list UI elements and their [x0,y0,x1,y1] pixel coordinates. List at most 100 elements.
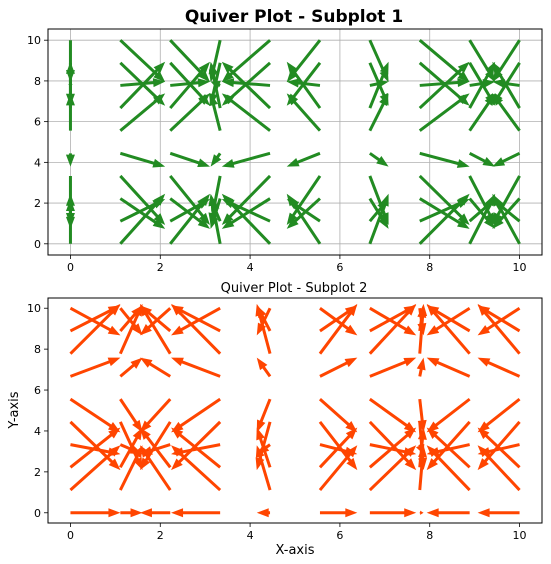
subplot-1-frame [47,28,543,256]
quiver-arrow [221,197,271,229]
quiver-arrow [319,307,358,336]
quiver-arrow [426,303,471,355]
quiver-arrow [119,197,166,229]
quiver-arrow [69,357,121,378]
y-tick-label: 8 [34,75,41,88]
x-tick-label: 8 [426,261,433,274]
quiver-arrow [286,39,322,83]
quiver-arrow [256,307,272,336]
quiver-arrow [477,306,521,336]
quiver-arrow [171,443,221,457]
quiver-arrow [169,61,211,106]
subplot-1: Quiver Plot - Subplot 1 0 2 4 6 8 10 0 2 4 6 8 10 [27,7,543,274]
x-tick-label: 0 [67,529,74,542]
quiver-arrow [369,306,417,336]
quiver-arrow [208,62,222,106]
quiver-arrow [119,39,166,83]
quiver-arrow [120,508,143,518]
quiver-arrow [318,420,358,471]
quiver-arrow [368,420,417,471]
quiver-arrow [318,398,358,433]
quiver-arrow [208,39,222,83]
quiver-arrow [426,305,471,333]
quiver-arrow [468,151,496,167]
quiver-arrow [286,197,321,229]
quiver-arrow [477,420,521,471]
quiver-arrow [221,151,271,168]
quiver-arrow [69,420,121,471]
quiver-arrow [426,397,471,433]
quiver-arrow [139,357,172,378]
y-tick-label: 10 [27,302,41,315]
quiver-arrow [69,305,121,333]
quiver-arrow [221,174,272,226]
quiver-arrow [139,303,172,355]
quiver-arrow [171,397,221,433]
x-tick-label: 4 [247,529,254,542]
quiver-arrow [65,93,75,131]
quiver-arrow [368,39,389,83]
quiver-arrow [139,443,171,455]
quiver-arrow [492,62,521,106]
quiver-arrow [418,421,428,471]
quiver-arrow [419,151,470,168]
quiver-arrow [416,357,426,377]
quiver-arrow [492,93,521,132]
quiver-arrow [319,357,358,378]
quiver-arrow [319,508,358,518]
quiver-arrow [119,305,143,332]
quiver-arrow [477,508,520,518]
quiver-arrow [286,61,322,106]
quiver-arrow [417,398,427,433]
quiver-arrow [468,93,496,132]
quiver-arrow [492,198,521,223]
quiver-arrow [468,197,496,229]
quiver-arrow [369,152,389,167]
subplot-2-xlabel: X-axis [276,543,315,558]
quiver-arrow [477,357,521,378]
quiver-arrow [69,397,121,433]
quiver-arrow [139,421,172,471]
quiver-arrow [221,93,271,132]
quiver-arrow [119,93,166,132]
quiver-arrow [492,39,521,83]
x-tick-label: 2 [157,529,164,542]
quiver-arrow [119,151,166,168]
quiver-arrow [139,398,172,433]
quiver-arrow [426,443,470,456]
quiver-arrow [426,306,471,336]
quiver-arrow [119,61,166,106]
quiver-arrow [286,151,321,167]
quiver-arrow [286,198,321,223]
quiver-arrow [169,151,211,168]
y-tick-label: 0 [34,238,41,251]
quiver-arrow [318,303,358,355]
subplot-2: Quiver Plot - Subplot 2 0 2 4 6 8 10 0 2 4 6 8 10 X… [7,281,543,558]
y-tick-label: 2 [34,466,41,479]
quiver-arrow [256,508,271,518]
quiver-arrow [286,175,322,226]
quiver-arrow [492,197,521,229]
quiver-arrow [368,303,417,355]
quiver-arrow [119,307,143,336]
quiver-arrow [369,357,417,378]
quiver-arrow [169,198,211,223]
quiver-arrow [169,39,211,83]
subplot-2-ylabel: Y-axis [7,391,22,429]
quiver-arrow [368,397,417,433]
quiver-arrow [368,197,389,229]
quiver-arrow [118,421,143,471]
x-tick-label: 2 [157,261,164,274]
quiver-arrow [419,510,424,515]
quiver-arrow [417,308,427,336]
quiver-arrow [477,443,520,456]
quiver-arrow [171,303,222,355]
quiver-arrow [418,197,470,229]
x-tick-label: 4 [247,261,254,274]
quiver-arrow [69,306,121,336]
quiver-arrow [169,93,211,132]
quiver-arrow [418,39,470,83]
quiver-arrow [65,62,75,106]
quiver-arrow [468,62,496,106]
